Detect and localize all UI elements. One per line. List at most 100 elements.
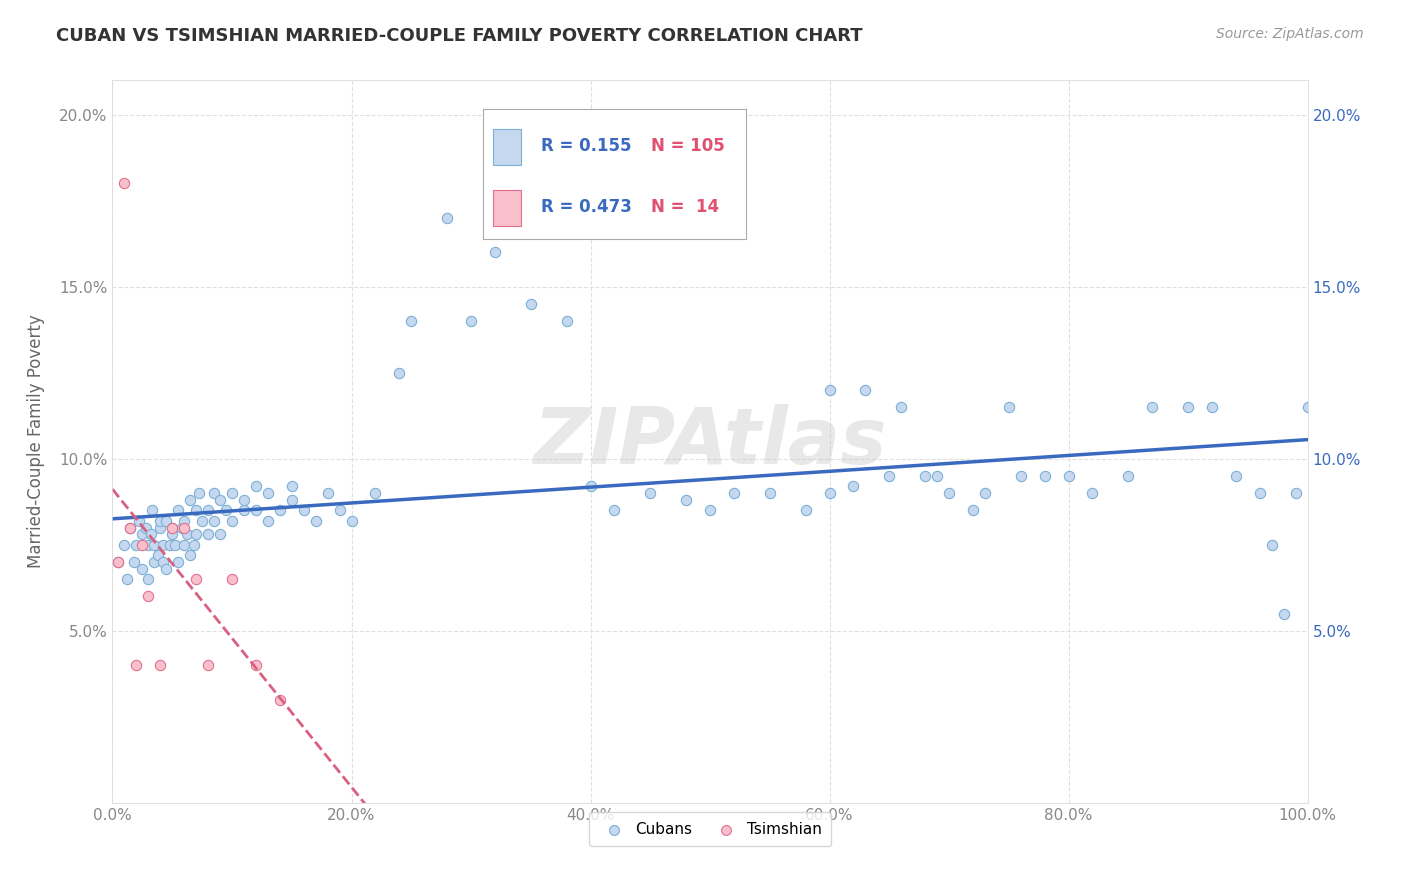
Point: [484, 245, 506, 260]
Point: [107, 555, 129, 569]
Point: [1201, 400, 1223, 414]
Point: [221, 572, 243, 586]
Point: [401, 314, 423, 328]
Point: [131, 562, 153, 576]
Point: [1225, 469, 1247, 483]
Point: [245, 503, 267, 517]
Point: [759, 486, 782, 500]
Point: [1249, 486, 1271, 500]
Point: [186, 572, 208, 586]
Point: [143, 538, 166, 552]
Point: [209, 493, 232, 508]
Point: [179, 493, 201, 508]
Point: [269, 503, 291, 517]
Point: [257, 514, 280, 528]
Point: [197, 527, 219, 541]
Point: [138, 538, 160, 552]
Point: [603, 503, 626, 517]
Point: [115, 572, 138, 586]
Point: [120, 520, 142, 534]
Point: [233, 493, 256, 508]
Point: [460, 314, 482, 328]
Point: [162, 527, 183, 541]
Point: [640, 486, 662, 500]
Point: [1285, 486, 1308, 500]
Point: [245, 479, 267, 493]
Point: [202, 486, 225, 500]
Point: [520, 297, 543, 311]
Point: [163, 538, 186, 552]
Point: [128, 514, 150, 528]
Point: [221, 486, 243, 500]
Point: [436, 211, 458, 225]
Point: [173, 538, 195, 552]
Point: [1177, 400, 1199, 414]
Point: [257, 486, 280, 500]
Y-axis label: Married-Couple Family Poverty: Married-Couple Family Poverty: [27, 315, 45, 568]
Point: [197, 658, 219, 673]
Point: [131, 527, 153, 541]
Point: [914, 469, 936, 483]
Point: [215, 503, 238, 517]
Point: [364, 486, 387, 500]
Point: [1118, 469, 1140, 483]
Text: Source: ZipAtlas.com: Source: ZipAtlas.com: [1216, 27, 1364, 41]
Point: [998, 400, 1021, 414]
Point: [221, 514, 243, 528]
Point: [162, 520, 183, 534]
Point: [927, 469, 949, 483]
Point: [138, 590, 160, 604]
Point: [152, 538, 174, 552]
Point: [114, 177, 135, 191]
Point: [245, 658, 267, 673]
Point: [167, 555, 190, 569]
Point: [139, 527, 162, 541]
Point: [699, 503, 721, 517]
Point: [281, 479, 304, 493]
Point: [135, 520, 157, 534]
Point: [1010, 469, 1032, 483]
Point: [842, 479, 865, 493]
Point: [173, 514, 195, 528]
Point: [159, 538, 181, 552]
Point: [167, 503, 190, 517]
Point: [1033, 469, 1056, 483]
Point: [305, 514, 328, 528]
Point: [292, 503, 315, 517]
Point: [1142, 400, 1164, 414]
Point: [794, 503, 817, 517]
Point: [938, 486, 960, 500]
Point: [179, 548, 201, 562]
Point: [107, 555, 129, 569]
Point: [162, 520, 183, 534]
Point: [122, 555, 145, 569]
Text: ZIPAtlas: ZIPAtlas: [533, 403, 887, 480]
Point: [269, 692, 291, 706]
Point: [149, 514, 172, 528]
Point: [176, 527, 198, 541]
Legend: Cubans, Tsimshian: Cubans, Tsimshian: [589, 813, 831, 846]
Point: [114, 538, 135, 552]
Point: [186, 527, 208, 541]
Point: [183, 538, 205, 552]
Point: [186, 503, 208, 517]
Point: [890, 400, 912, 414]
Point: [143, 555, 166, 569]
Point: [1272, 607, 1295, 621]
Point: [579, 479, 602, 493]
Point: [962, 503, 984, 517]
Point: [125, 538, 148, 552]
Point: [152, 555, 174, 569]
Point: [138, 572, 160, 586]
Point: [855, 383, 877, 397]
Point: [125, 658, 148, 673]
Point: [202, 514, 225, 528]
Point: [233, 503, 256, 517]
Point: [1057, 469, 1080, 483]
Point: [974, 486, 997, 500]
Point: [155, 562, 177, 576]
Point: [149, 520, 172, 534]
Point: [818, 383, 841, 397]
Point: [1296, 400, 1319, 414]
Point: [155, 514, 177, 528]
